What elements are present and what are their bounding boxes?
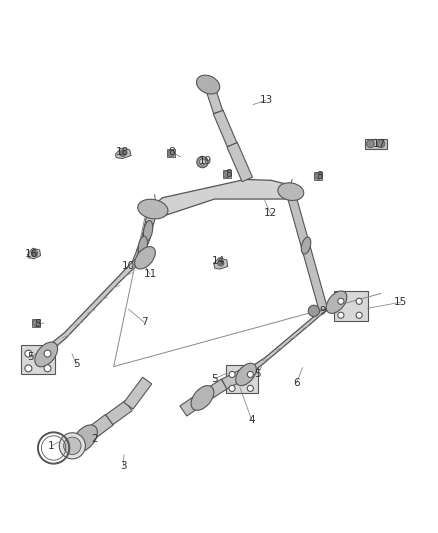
Bar — [32, 319, 40, 327]
Text: 8: 8 — [34, 319, 40, 329]
Polygon shape — [137, 237, 150, 253]
Ellipse shape — [197, 75, 220, 94]
Text: 5: 5 — [212, 374, 218, 384]
Text: 1: 1 — [48, 441, 55, 451]
Polygon shape — [149, 180, 294, 218]
Circle shape — [356, 312, 362, 318]
FancyBboxPatch shape — [226, 365, 258, 393]
Polygon shape — [206, 86, 223, 114]
Circle shape — [44, 350, 51, 357]
Polygon shape — [145, 209, 157, 224]
Text: 5: 5 — [73, 359, 80, 369]
Text: 7: 7 — [141, 317, 148, 327]
Circle shape — [25, 350, 32, 357]
Text: 5: 5 — [254, 369, 261, 379]
Text: 14: 14 — [212, 256, 225, 266]
Polygon shape — [222, 369, 245, 389]
Circle shape — [338, 312, 344, 318]
Text: 9: 9 — [319, 306, 326, 316]
Ellipse shape — [135, 247, 155, 269]
Polygon shape — [214, 258, 228, 269]
Circle shape — [247, 372, 253, 377]
Ellipse shape — [191, 385, 214, 410]
Ellipse shape — [73, 425, 97, 452]
Polygon shape — [142, 222, 153, 239]
Circle shape — [25, 365, 32, 372]
Bar — [365, 139, 387, 149]
Polygon shape — [133, 250, 144, 264]
Circle shape — [32, 251, 38, 256]
FancyBboxPatch shape — [334, 292, 368, 321]
FancyBboxPatch shape — [21, 345, 55, 375]
Polygon shape — [28, 248, 41, 259]
Text: 8: 8 — [169, 148, 175, 157]
Polygon shape — [244, 299, 340, 383]
Text: 8: 8 — [316, 171, 322, 181]
Circle shape — [59, 433, 85, 459]
Polygon shape — [286, 192, 328, 311]
Text: 8: 8 — [225, 169, 232, 179]
Polygon shape — [82, 415, 113, 442]
Ellipse shape — [236, 363, 256, 386]
Circle shape — [199, 159, 205, 165]
Text: 12: 12 — [264, 208, 277, 219]
Text: 6: 6 — [293, 378, 300, 388]
Circle shape — [33, 320, 40, 327]
Circle shape — [247, 385, 253, 391]
Circle shape — [338, 298, 344, 304]
Circle shape — [197, 156, 208, 168]
Text: 10: 10 — [122, 261, 135, 271]
Circle shape — [308, 305, 320, 317]
Circle shape — [229, 385, 235, 391]
Text: 17: 17 — [373, 139, 386, 149]
Text: 19: 19 — [198, 156, 212, 166]
Ellipse shape — [35, 342, 58, 367]
Polygon shape — [44, 254, 148, 361]
Text: 15: 15 — [394, 297, 407, 307]
Ellipse shape — [301, 237, 311, 254]
Circle shape — [168, 150, 175, 157]
Polygon shape — [213, 110, 237, 147]
Polygon shape — [201, 379, 227, 402]
Ellipse shape — [326, 291, 347, 313]
Polygon shape — [106, 401, 132, 425]
Polygon shape — [180, 392, 207, 416]
Text: 18: 18 — [116, 148, 129, 157]
Polygon shape — [116, 148, 131, 158]
Circle shape — [218, 260, 224, 266]
Circle shape — [315, 173, 322, 180]
Text: 4: 4 — [248, 415, 255, 425]
Bar — [314, 172, 322, 180]
Text: 3: 3 — [120, 461, 127, 471]
Circle shape — [356, 298, 362, 304]
Text: 5: 5 — [28, 352, 34, 362]
Polygon shape — [124, 377, 152, 409]
Bar — [223, 171, 231, 178]
Text: 2: 2 — [92, 434, 98, 445]
Polygon shape — [227, 142, 252, 182]
Ellipse shape — [138, 236, 148, 255]
Text: 16: 16 — [25, 249, 38, 260]
Circle shape — [377, 140, 385, 148]
Ellipse shape — [143, 221, 153, 241]
Text: 13: 13 — [259, 95, 272, 105]
Circle shape — [64, 437, 81, 455]
Circle shape — [44, 365, 51, 372]
Ellipse shape — [278, 183, 304, 200]
Circle shape — [229, 372, 235, 377]
Circle shape — [223, 171, 230, 177]
Circle shape — [367, 140, 374, 148]
Bar — [167, 149, 175, 157]
Ellipse shape — [138, 199, 168, 219]
Circle shape — [120, 150, 126, 156]
Text: 11: 11 — [144, 269, 157, 279]
